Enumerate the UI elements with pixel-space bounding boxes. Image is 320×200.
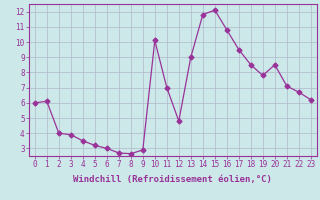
X-axis label: Windchill (Refroidissement éolien,°C): Windchill (Refroidissement éolien,°C) bbox=[73, 175, 272, 184]
